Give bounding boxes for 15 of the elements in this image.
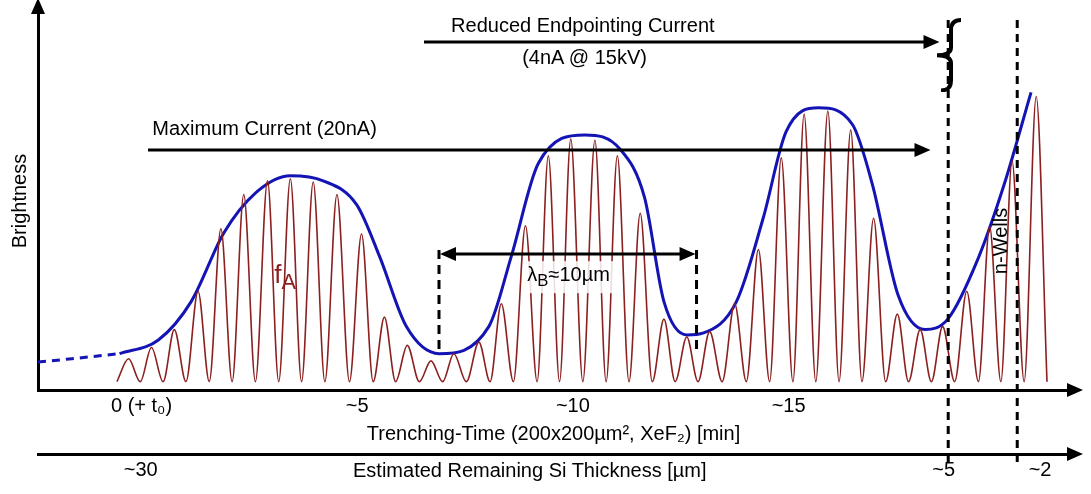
x-tick-label: 0 (+ t₀) (110, 393, 173, 416)
x2-axis-title: Estimated Remaining Si Thickness [µm] (353, 459, 707, 481)
x2-tick-label: ~2 (1028, 457, 1052, 480)
x2-tick-label: ~5 (932, 457, 956, 480)
text: Reduced Endpointing Current (451, 14, 715, 37)
annotation: Maximum Current (20nA) (152, 117, 377, 140)
x-axis-title: Trenching-Time (200x200µm², XeF₂) [min] (366, 421, 741, 444)
annotation: n-Wells (988, 208, 1011, 275)
x2-tick-label: ~30 (123, 457, 158, 480)
x-tick-label: ~10 (555, 393, 590, 416)
y-axis-title: Brightness (7, 153, 30, 249)
x-tick-label: ~5 (345, 393, 369, 416)
annotation: λ$_{B}$≈10µm (523, 261, 614, 293)
x-tick-label: ~15 (771, 393, 806, 416)
text: (4nA @ 15kV) (522, 45, 647, 68)
